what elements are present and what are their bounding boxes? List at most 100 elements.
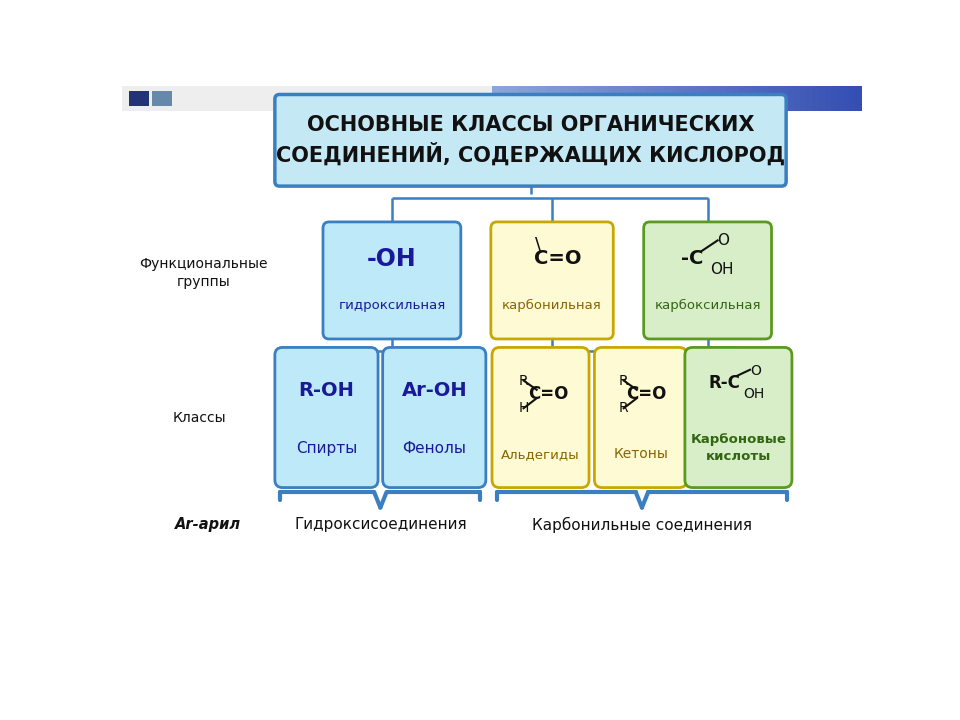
Bar xyxy=(547,86,554,111)
FancyBboxPatch shape xyxy=(684,348,792,487)
Bar xyxy=(683,86,690,111)
Bar xyxy=(504,86,512,111)
Text: -OH: -OH xyxy=(367,247,417,271)
Bar xyxy=(806,86,813,111)
Bar xyxy=(850,86,856,111)
Bar xyxy=(763,86,770,111)
Text: R-OH: R-OH xyxy=(299,381,354,400)
Bar xyxy=(652,86,660,111)
Bar xyxy=(769,86,776,111)
Bar xyxy=(781,86,788,111)
Text: Кетоны: Кетоны xyxy=(613,447,668,462)
Bar xyxy=(535,86,542,111)
Bar xyxy=(720,86,727,111)
Bar xyxy=(819,86,826,111)
Text: C=O: C=O xyxy=(535,249,582,269)
FancyBboxPatch shape xyxy=(491,222,613,339)
Bar xyxy=(560,86,566,111)
Text: Гидроксисоединения: Гидроксисоединения xyxy=(294,517,467,532)
Bar xyxy=(855,86,862,111)
Text: H: H xyxy=(518,401,529,415)
Bar xyxy=(523,86,530,111)
Text: Карбонильные соединения: Карбонильные соединения xyxy=(532,516,752,533)
FancyBboxPatch shape xyxy=(644,222,772,339)
FancyBboxPatch shape xyxy=(323,222,461,339)
Bar xyxy=(671,86,678,111)
Bar xyxy=(776,86,782,111)
Text: Спирты: Спирты xyxy=(296,441,357,456)
Text: OH: OH xyxy=(709,262,733,277)
Text: Классы: Классы xyxy=(173,410,227,425)
Bar xyxy=(677,86,684,111)
Bar xyxy=(498,86,505,111)
Bar xyxy=(516,86,523,111)
Bar xyxy=(751,86,757,111)
Bar xyxy=(529,86,536,111)
Bar xyxy=(621,86,628,111)
Bar xyxy=(129,91,149,107)
Bar xyxy=(825,86,831,111)
Text: O: O xyxy=(750,364,760,378)
Bar xyxy=(708,86,714,111)
Bar xyxy=(738,86,745,111)
Bar xyxy=(572,86,579,111)
Text: Ar-OH: Ar-OH xyxy=(401,381,468,400)
Text: гидроксильная: гидроксильная xyxy=(338,299,445,312)
Bar xyxy=(597,86,604,111)
Bar xyxy=(843,86,850,111)
Bar xyxy=(152,91,172,107)
Bar xyxy=(590,86,597,111)
FancyBboxPatch shape xyxy=(383,348,486,487)
Bar xyxy=(787,86,795,111)
Text: \: \ xyxy=(535,236,541,256)
Text: кислоты: кислоты xyxy=(706,449,771,462)
Bar xyxy=(646,86,653,111)
Text: R-C: R-C xyxy=(708,374,740,392)
Text: O: O xyxy=(717,233,729,248)
Text: карбоксильная: карбоксильная xyxy=(655,299,761,312)
Bar xyxy=(800,86,807,111)
Bar xyxy=(492,86,499,111)
Text: Ar-арил: Ar-арил xyxy=(175,517,241,532)
Bar xyxy=(732,86,739,111)
Bar xyxy=(726,86,733,111)
Bar xyxy=(578,86,586,111)
Bar xyxy=(123,86,492,111)
Bar xyxy=(830,86,838,111)
Text: Функциональные
группы: Функциональные группы xyxy=(139,256,268,289)
Bar xyxy=(639,86,647,111)
Bar xyxy=(585,86,591,111)
Bar xyxy=(541,86,548,111)
Bar xyxy=(745,86,752,111)
Bar xyxy=(609,86,616,111)
Bar xyxy=(603,86,610,111)
Bar xyxy=(837,86,844,111)
Bar xyxy=(565,86,573,111)
Text: R: R xyxy=(518,374,528,387)
Bar xyxy=(615,86,622,111)
Bar xyxy=(664,86,671,111)
Text: Карбоновые: Карбоновые xyxy=(690,433,786,446)
FancyBboxPatch shape xyxy=(275,94,786,186)
Text: C=O: C=O xyxy=(627,385,667,403)
Text: карбонильная: карбонильная xyxy=(502,299,602,312)
FancyBboxPatch shape xyxy=(594,348,686,487)
Text: R: R xyxy=(619,401,629,415)
Text: Альдегиды: Альдегиды xyxy=(501,448,580,461)
Bar xyxy=(756,86,764,111)
FancyBboxPatch shape xyxy=(275,348,378,487)
Bar xyxy=(713,86,721,111)
Text: -C: -C xyxy=(681,249,704,269)
Text: OH: OH xyxy=(743,387,764,401)
Bar xyxy=(659,86,665,111)
Bar xyxy=(689,86,696,111)
Bar xyxy=(634,86,640,111)
Bar xyxy=(511,86,517,111)
Text: C=O: C=O xyxy=(528,385,568,403)
Text: ОСНОВНЫЕ КЛАССЫ ОРГАНИЧЕСКИХ
СОЕДИНЕНИЙ, СОДЕРЖАЩИХ КИСЛОРОД: ОСНОВНЫЕ КЛАССЫ ОРГАНИЧЕСКИХ СОЕДИНЕНИЙ,… xyxy=(276,114,785,166)
Text: Фенолы: Фенолы xyxy=(402,441,467,456)
Bar xyxy=(554,86,561,111)
Text: R: R xyxy=(619,374,629,387)
Bar xyxy=(628,86,635,111)
Bar xyxy=(695,86,702,111)
